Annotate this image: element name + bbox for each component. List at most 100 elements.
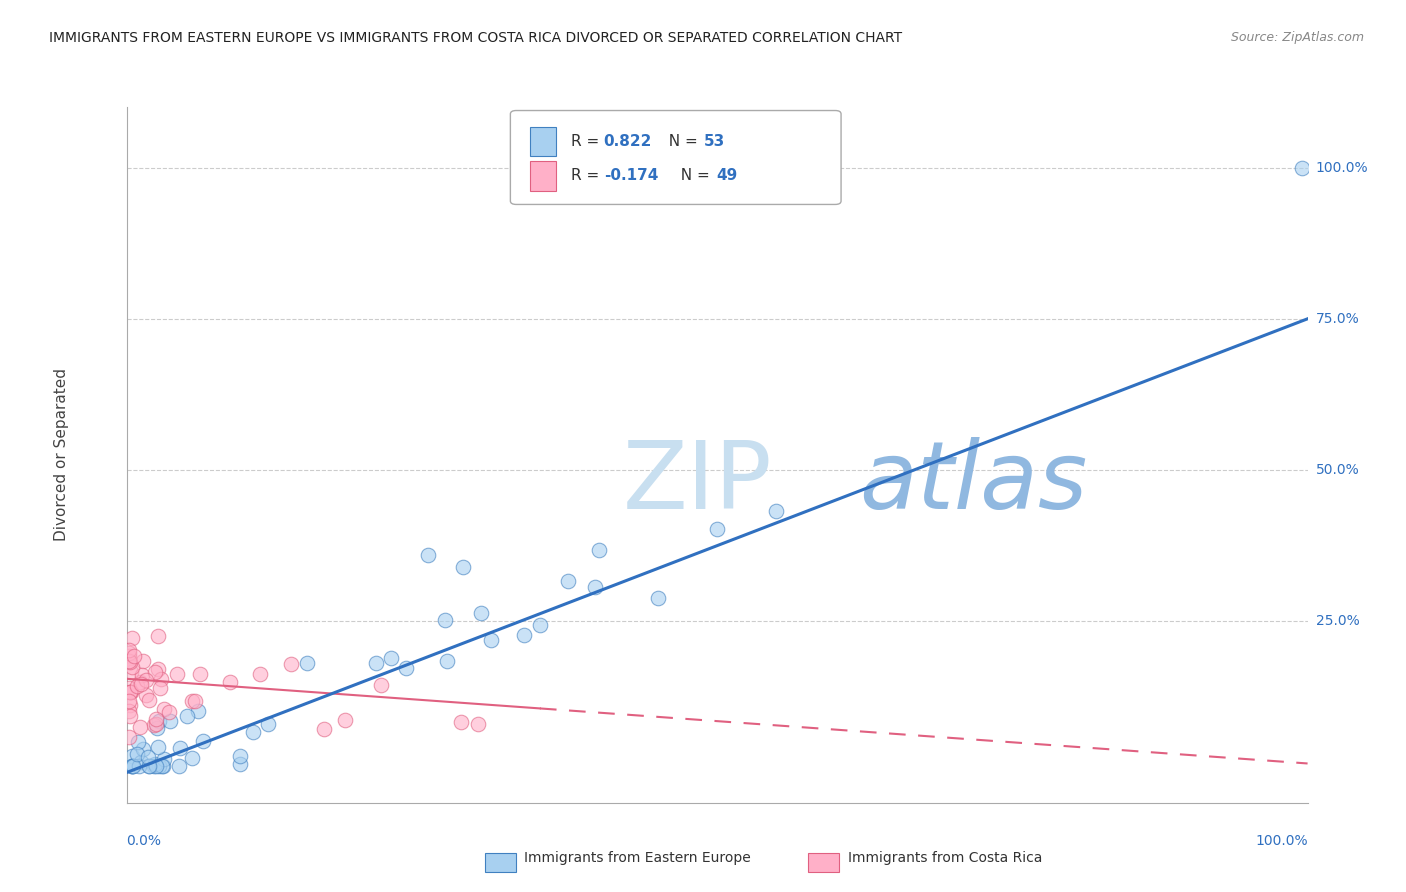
Text: N =: N = xyxy=(659,134,703,149)
Point xyxy=(127,747,149,761)
Point xyxy=(181,751,204,765)
Point xyxy=(436,654,458,668)
Text: Immigrants from Eastern Europe: Immigrants from Eastern Europe xyxy=(524,851,751,865)
Point xyxy=(257,716,280,731)
Point xyxy=(118,709,141,723)
Point xyxy=(128,759,150,773)
Point xyxy=(121,759,143,773)
Point xyxy=(129,720,152,734)
Text: N =: N = xyxy=(671,169,714,184)
Point xyxy=(152,759,174,773)
Text: -0.174: -0.174 xyxy=(603,169,658,184)
Point xyxy=(145,759,167,773)
Text: 0.0%: 0.0% xyxy=(127,834,162,848)
Point xyxy=(219,674,242,689)
FancyBboxPatch shape xyxy=(530,161,557,191)
Point xyxy=(229,757,252,772)
Point xyxy=(193,734,215,748)
Point xyxy=(312,722,335,736)
Point xyxy=(122,759,145,773)
Point xyxy=(470,606,492,620)
Point xyxy=(118,646,141,660)
Point xyxy=(166,666,188,681)
Point xyxy=(131,667,153,681)
Point xyxy=(132,654,155,668)
Point xyxy=(138,693,160,707)
Point xyxy=(169,741,191,756)
Text: 75.0%: 75.0% xyxy=(1316,312,1360,326)
Point xyxy=(153,752,176,766)
Text: R =: R = xyxy=(571,134,603,149)
Point xyxy=(124,648,146,663)
Point xyxy=(513,628,536,642)
Text: Immigrants from Costa Rica: Immigrants from Costa Rica xyxy=(848,851,1042,865)
Point xyxy=(120,684,142,698)
Point xyxy=(380,651,402,665)
Point xyxy=(176,709,198,723)
Text: 53: 53 xyxy=(704,134,725,149)
Point xyxy=(433,613,456,627)
Point xyxy=(249,667,271,681)
Point xyxy=(149,681,172,695)
Point xyxy=(280,657,302,671)
Point xyxy=(295,656,318,670)
Point xyxy=(131,756,153,770)
Point xyxy=(146,629,169,643)
Point xyxy=(242,725,264,739)
Text: R =: R = xyxy=(571,169,603,184)
Point xyxy=(450,715,472,730)
Point xyxy=(146,722,169,736)
Point xyxy=(150,672,173,686)
Point xyxy=(183,693,205,707)
Point xyxy=(395,661,418,675)
Point xyxy=(467,716,489,731)
Text: 100.0%: 100.0% xyxy=(1256,834,1308,848)
Point xyxy=(127,735,149,749)
Point xyxy=(159,714,181,728)
Point xyxy=(157,705,180,719)
Point xyxy=(118,654,141,668)
Text: ZIP: ZIP xyxy=(623,437,772,529)
Point xyxy=(148,714,170,728)
Point xyxy=(335,714,357,728)
Point xyxy=(145,717,167,731)
Point xyxy=(129,674,152,689)
Point xyxy=(451,559,474,574)
Point xyxy=(121,759,143,773)
Point xyxy=(148,739,170,754)
Text: 25.0%: 25.0% xyxy=(1316,615,1360,628)
Point xyxy=(188,667,211,681)
Point xyxy=(647,591,669,605)
Text: Source: ZipAtlas.com: Source: ZipAtlas.com xyxy=(1230,31,1364,45)
Point xyxy=(481,633,503,648)
Point xyxy=(118,681,141,695)
Point xyxy=(557,574,579,588)
Point xyxy=(121,631,143,645)
Point xyxy=(364,657,387,671)
Point xyxy=(136,749,159,764)
Point xyxy=(118,730,141,744)
Point xyxy=(152,701,174,715)
Point xyxy=(135,688,157,702)
FancyBboxPatch shape xyxy=(530,127,557,156)
Point xyxy=(706,522,728,536)
Point xyxy=(148,759,170,773)
Point xyxy=(135,673,157,687)
Point xyxy=(146,662,169,676)
Point xyxy=(120,665,142,680)
Point xyxy=(118,655,141,669)
Point xyxy=(143,756,166,771)
Point xyxy=(529,617,551,632)
Point xyxy=(118,685,141,699)
Text: Divorced or Separated: Divorced or Separated xyxy=(53,368,69,541)
Point xyxy=(120,684,142,698)
Point xyxy=(765,504,787,518)
Text: 100.0%: 100.0% xyxy=(1316,161,1368,175)
Point xyxy=(145,712,167,726)
Point xyxy=(1291,161,1313,175)
Point xyxy=(181,694,204,708)
Point xyxy=(121,660,143,674)
Text: 49: 49 xyxy=(716,169,737,184)
Point xyxy=(129,677,152,691)
Text: 0.822: 0.822 xyxy=(603,134,652,149)
